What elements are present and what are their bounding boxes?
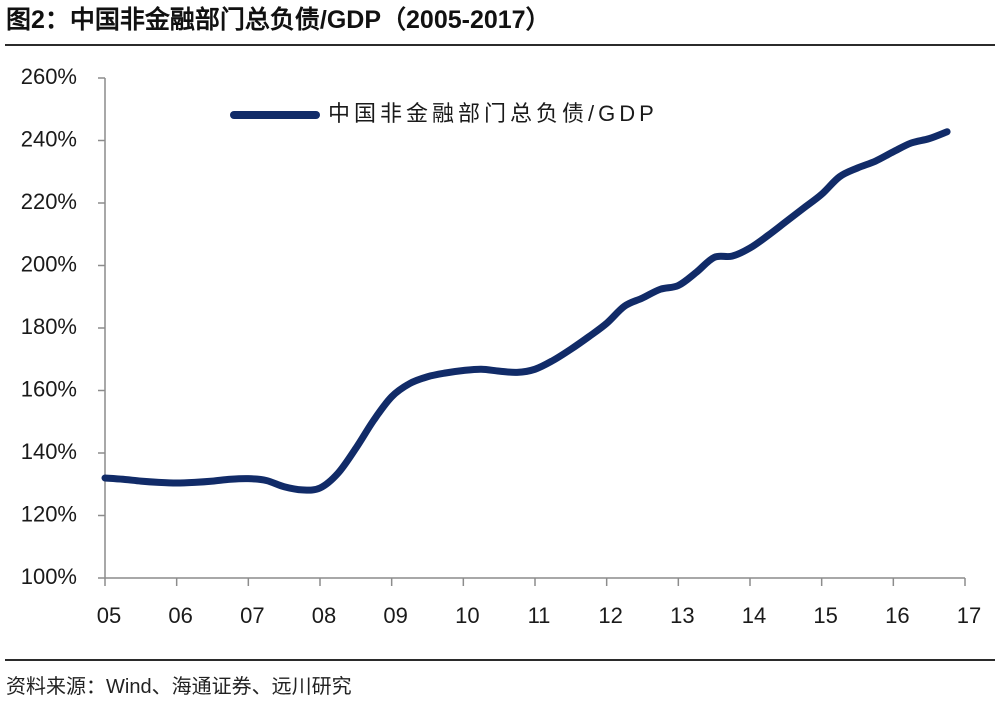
- source-rule: [5, 659, 995, 661]
- y-tick-label: 160%: [21, 376, 77, 401]
- legend-label: 中国非金融部门总负债/GDP: [328, 101, 658, 126]
- x-axis-ticks: 05 06 07 08 09 10 11 12 13 14 15 16 17: [97, 578, 981, 628]
- series-group: [101, 128, 951, 494]
- x-tick-label: 15: [813, 603, 837, 628]
- y-tick-label: 240%: [21, 126, 77, 151]
- x-tick-label: 05: [97, 603, 121, 628]
- x-tick-label: 12: [598, 603, 622, 628]
- y-tick-label: 100%: [21, 564, 77, 589]
- x-tick-label: 16: [885, 603, 909, 628]
- y-tick-label: 140%: [21, 439, 77, 464]
- x-tick-label: 06: [168, 603, 192, 628]
- chart-title: 图2：中国非金融部门总负债/GDP（2005-2017）: [6, 6, 551, 34]
- axes: [104, 78, 965, 579]
- y-tick-label: 180%: [21, 314, 77, 339]
- x-tick-label: 07: [240, 603, 264, 628]
- x-tick-label: 17: [957, 603, 981, 628]
- y-tick-label: 220%: [21, 189, 77, 214]
- legend: 中国非金融部门总负债/GDP: [230, 101, 658, 126]
- x-tick-label: 14: [742, 603, 766, 628]
- y-axis-ticks: 100% 120% 140% 160% 180% 200% 220% 240% 260%: [21, 64, 105, 589]
- source-note: 资料来源：Wind、海通证券、远川研究: [6, 676, 352, 698]
- title-rule: [5, 44, 995, 46]
- x-tick-label: 13: [670, 603, 694, 628]
- x-tick-label: 10: [455, 603, 479, 628]
- y-tick-label: 260%: [21, 64, 77, 89]
- x-tick-label: 09: [383, 603, 407, 628]
- y-tick-label: 200%: [21, 251, 77, 276]
- series-line: [101, 128, 951, 494]
- y-tick-label: 120%: [21, 501, 77, 526]
- x-tick-label: 08: [312, 603, 336, 628]
- x-tick-label: 11: [528, 603, 551, 628]
